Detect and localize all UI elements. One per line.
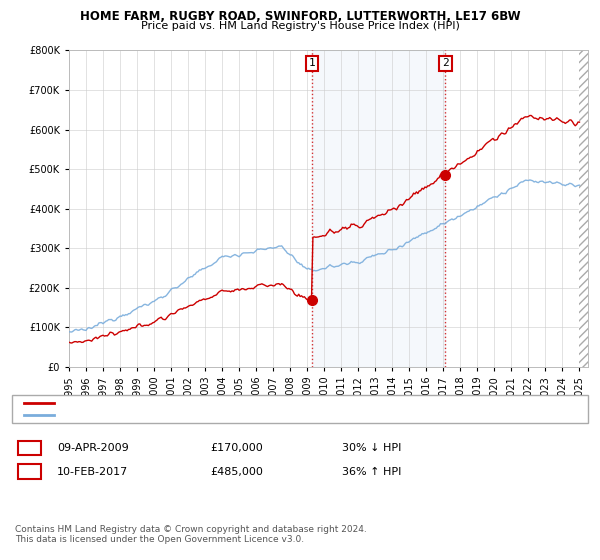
Text: HPI: Average price, detached house, Harborough: HPI: Average price, detached house, Harb… [63,410,302,420]
Bar [312,50,445,367]
Text: 2: 2 [26,466,33,477]
Text: £485,000: £485,000 [210,466,263,477]
Bar [580,50,588,367]
Bar [580,50,588,367]
Text: £170,000: £170,000 [210,443,263,453]
Text: HOME FARM, RUGBY ROAD, SWINFORD, LUTTERWORTH, LE17 6BW: HOME FARM, RUGBY ROAD, SWINFORD, LUTTERW… [80,10,520,22]
Text: 2: 2 [442,58,449,68]
Text: 1: 1 [26,443,33,453]
Text: HOME FARM, RUGBY ROAD, SWINFORD, LUTTERWORTH, LE17 6BW (detached house): HOME FARM, RUGBY ROAD, SWINFORD, LUTTERW… [63,398,478,408]
Text: 30% ↓ HPI: 30% ↓ HPI [342,443,401,453]
Text: 09-APR-2009: 09-APR-2009 [57,443,129,453]
Text: Contains HM Land Registry data © Crown copyright and database right 2024.
This d: Contains HM Land Registry data © Crown c… [15,525,367,544]
Text: 1: 1 [308,58,315,68]
Text: 36% ↑ HPI: 36% ↑ HPI [342,466,401,477]
Text: 10-FEB-2017: 10-FEB-2017 [57,466,128,477]
Text: Price paid vs. HM Land Registry's House Price Index (HPI): Price paid vs. HM Land Registry's House … [140,21,460,31]
